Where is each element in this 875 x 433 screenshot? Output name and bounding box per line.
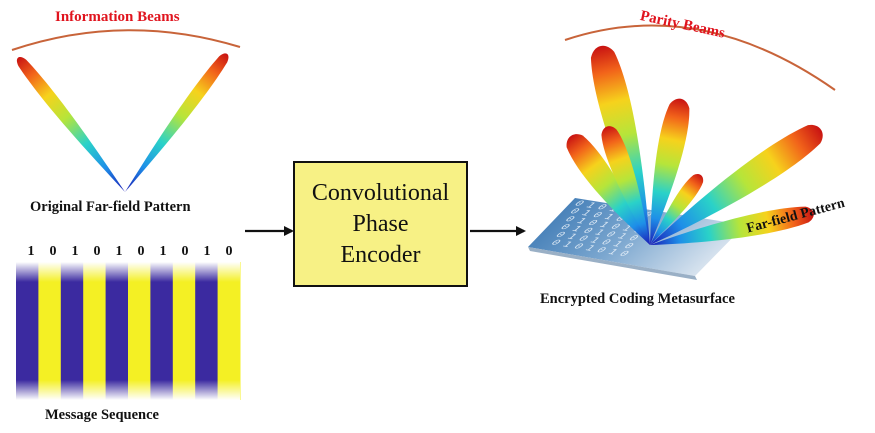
- message-bit: 1: [203, 244, 211, 259]
- info-beam-left: [16, 56, 125, 192]
- encoder-line-3: Encoder: [340, 241, 421, 268]
- info-bracket-arc: [11, 29, 241, 51]
- stripe-yellow: [172, 262, 196, 400]
- parity-beam-4: [650, 98, 690, 245]
- encoder-line-2: Phase: [352, 210, 409, 237]
- stripe-blue: [150, 262, 174, 400]
- stripe-yellow: [83, 262, 107, 400]
- encoder-line-1: Convolutional: [311, 179, 450, 206]
- stripe-blue: [16, 262, 39, 400]
- message-sequence-label: Message Sequence: [45, 407, 159, 423]
- stripes-fade-top: [16, 262, 240, 282]
- parity-beam-3: [601, 126, 650, 245]
- stripe-yellow: [128, 262, 151, 400]
- stripe-blue: [195, 262, 219, 400]
- message-bit: 1: [27, 244, 35, 259]
- message-bit: 1: [115, 244, 123, 259]
- message-bit: 0: [137, 244, 145, 259]
- message-bit: 0: [93, 244, 101, 259]
- stripe-yellow: [38, 262, 62, 400]
- stripe-yellow: [217, 262, 241, 400]
- stripe-blue: [60, 262, 84, 400]
- message-bit: 0: [181, 244, 189, 259]
- stripe-blue: [105, 262, 129, 400]
- message-bit: 0: [49, 244, 57, 259]
- message-bit: 1: [159, 244, 167, 259]
- parity-beam-7: [650, 206, 814, 245]
- message-bit: 0: [225, 244, 233, 259]
- info-beam-right: [125, 53, 229, 192]
- convolutional-phase-encoder-box: Convolutional Phase Encoder: [293, 161, 468, 287]
- parity-bracket-arc: [564, 24, 836, 91]
- message-stripes: [16, 262, 241, 400]
- stripes-fade-bottom: [16, 380, 240, 400]
- information-beams-title: Information Beams: [55, 9, 180, 25]
- information-beams: [11, 29, 241, 192]
- parity-beam-5: [650, 174, 704, 245]
- original-pattern-label: Original Far-field Pattern: [30, 199, 191, 215]
- encrypted-metasurface-label: Encrypted Coding Metasurface: [540, 291, 735, 307]
- parity-beam-2: [566, 134, 650, 245]
- parity-beam-6: [650, 124, 823, 245]
- parity-beams: [564, 24, 836, 245]
- message-bit: 1: [71, 244, 79, 259]
